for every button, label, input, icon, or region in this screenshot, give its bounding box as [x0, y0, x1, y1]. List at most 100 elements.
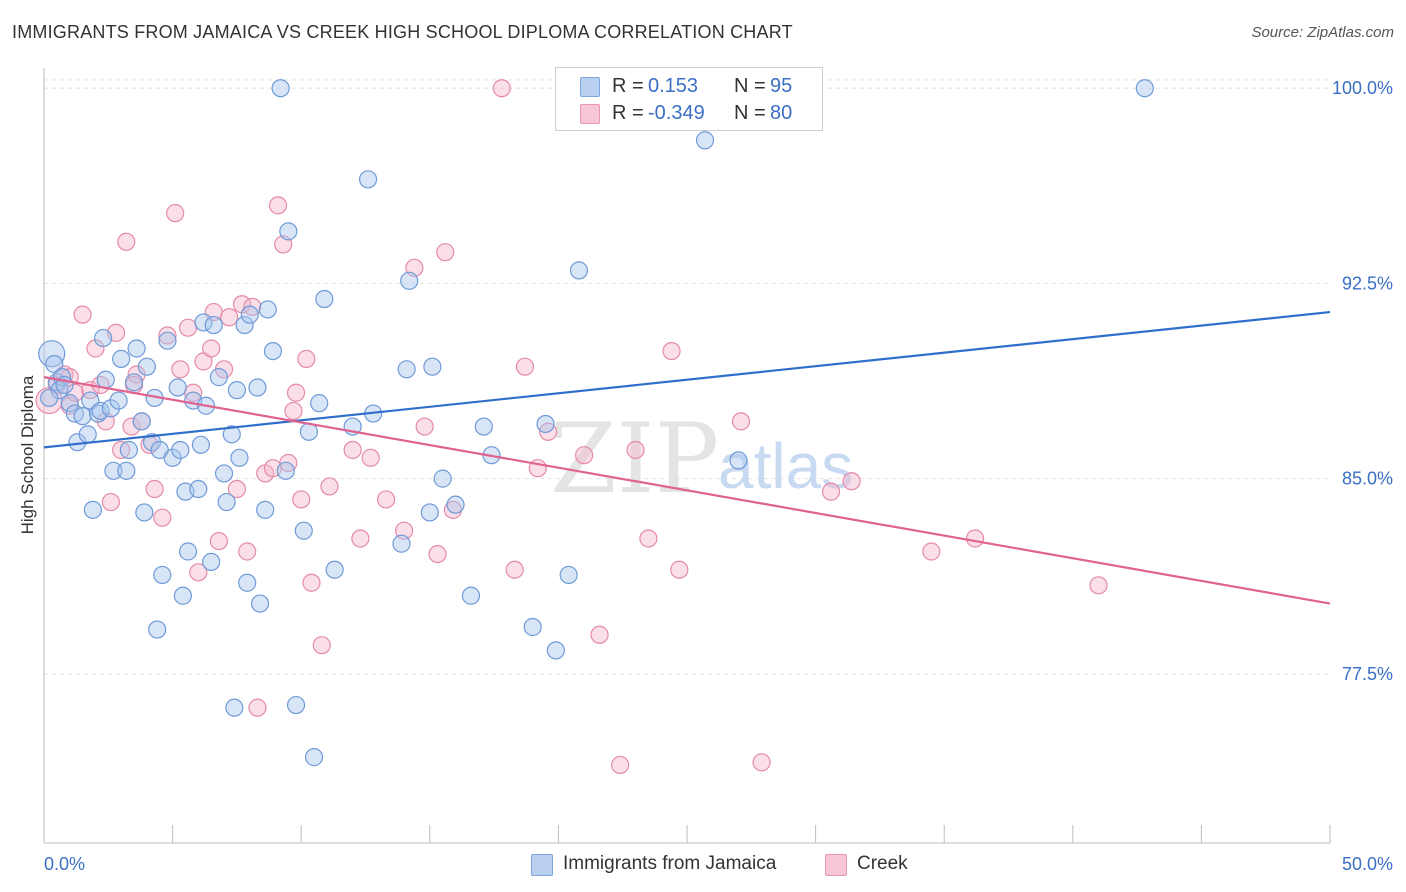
creek-point — [662, 341, 681, 361]
jamaica-point — [191, 435, 210, 454]
jamaica-point — [109, 391, 128, 410]
jamaica-point — [173, 586, 192, 605]
jamaica-point — [101, 399, 120, 418]
jamaica-point — [358, 170, 378, 189]
creek-point — [248, 698, 267, 717]
tick-labels: 77.5% 85.0% 92.5% 100.0% 0.0% 50.0% — [44, 78, 1393, 874]
creek-point — [922, 542, 941, 561]
jamaica-point — [60, 394, 79, 413]
jamaica-point — [225, 698, 244, 717]
creek-point — [1089, 576, 1108, 595]
creek-point — [171, 360, 190, 379]
creek-point — [575, 446, 594, 465]
creek-trend-line — [43, 376, 1331, 605]
creek-point — [965, 529, 985, 548]
jamaica-point — [304, 748, 324, 767]
creek-point — [361, 448, 380, 467]
jamaica-trend-line — [43, 310, 1331, 449]
creek-point — [153, 508, 172, 527]
jamaica-point — [204, 315, 223, 335]
creek-point — [202, 339, 221, 358]
y-tick-label: 85.0% — [1342, 469, 1393, 489]
jamaica-point — [117, 461, 136, 480]
creek-point — [351, 529, 370, 548]
jamaica-point — [148, 620, 167, 639]
creek-point — [590, 625, 609, 644]
creek-point — [112, 440, 131, 460]
jamaica-point — [397, 360, 416, 379]
legend-row-jamaica: R = 0.153 N = 95 — [556, 74, 822, 100]
legend-n-value: 80 — [770, 102, 793, 124]
creek-point — [268, 196, 288, 215]
jamaica-point — [189, 479, 208, 499]
creek-point — [297, 349, 316, 368]
chart-title: IMMIGRANTS FROM JAMAICA VS CREEK HIGH SC… — [12, 22, 793, 42]
jamaica-point — [400, 271, 419, 290]
creek-point — [376, 490, 396, 509]
creek-point — [752, 753, 771, 772]
jamaica-point — [294, 521, 313, 540]
jamaica-point — [446, 495, 465, 514]
correlation-legend: R = 0.153 N = 95 R = -0.349 N = 80 — [555, 67, 823, 131]
legend-swatch-pink — [825, 854, 847, 876]
legend-row-creek: R = -0.349 N = 80 — [556, 101, 822, 127]
creek-point — [415, 417, 434, 436]
x-tick-label-min: 0.0% — [44, 854, 85, 874]
jamaica-point — [536, 414, 555, 434]
creek-point — [443, 500, 463, 519]
jamaica-point — [168, 378, 187, 397]
y-tick-label: 77.5% — [1342, 664, 1393, 684]
creek-point — [436, 243, 455, 262]
y-axis-title: High School Diploma — [18, 375, 37, 535]
legend-r-value: 0.153 — [648, 75, 699, 97]
jamaica-point — [158, 331, 177, 350]
creek-point — [312, 636, 331, 655]
legend-label: Creek — [857, 853, 908, 874]
legend-swatch-blue — [531, 854, 553, 876]
jamaica-point — [194, 313, 213, 332]
jamaica-point — [546, 641, 565, 660]
jamaica-point — [420, 503, 439, 522]
jamaica-point — [263, 341, 283, 361]
jamaica-point — [325, 560, 344, 579]
legend-n-label: N = — [734, 102, 766, 124]
creek-point — [428, 545, 447, 564]
creek-point — [73, 305, 92, 324]
legend-n-label: N = — [734, 75, 766, 97]
jamaica-point — [178, 542, 198, 561]
jamaica-point — [38, 340, 66, 368]
creek-points — [35, 79, 1108, 775]
jamaica-point — [286, 695, 306, 715]
jamaica-point — [171, 440, 190, 460]
jamaica-point — [94, 328, 113, 348]
jamaica-point — [256, 500, 275, 519]
jamaica-point — [209, 368, 228, 387]
creek-point — [220, 308, 239, 327]
y-tick-label: 100.0% — [1332, 78, 1393, 98]
creek-point — [292, 490, 311, 509]
jamaica-point — [153, 565, 172, 585]
axes — [43, 68, 1331, 844]
jamaica-point — [729, 451, 748, 470]
jamaica-point — [230, 448, 249, 467]
jamaica-point — [258, 300, 277, 319]
creek-point — [178, 318, 198, 337]
creek-point — [492, 79, 511, 98]
jamaica-point — [222, 425, 241, 444]
jamaica-point — [104, 461, 123, 480]
jamaica-point — [474, 417, 493, 436]
creek-point — [670, 560, 689, 579]
creek-point — [286, 383, 306, 402]
jamaica-point — [163, 448, 182, 467]
jamaica-point — [695, 131, 715, 150]
creek-point — [209, 531, 228, 551]
jamaica-point — [214, 464, 234, 483]
jamaica-point — [83, 500, 102, 519]
creek-point — [227, 479, 246, 499]
jamaica-point — [240, 305, 259, 324]
creek-point — [731, 412, 751, 431]
jamaica-point — [142, 433, 162, 452]
jamaica-point — [73, 407, 92, 426]
legend-swatch-pink — [580, 104, 600, 124]
watermark: ZIP atlas — [550, 403, 853, 515]
